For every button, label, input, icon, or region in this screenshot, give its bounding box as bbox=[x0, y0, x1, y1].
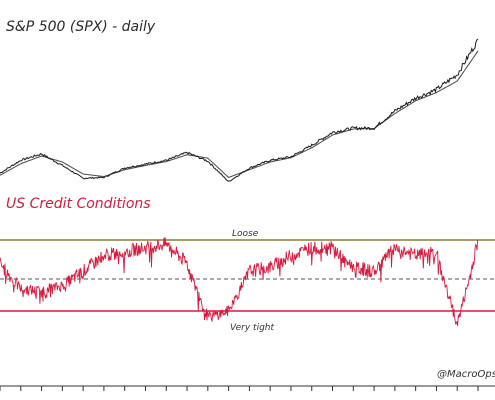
spx-chart bbox=[0, 38, 479, 182]
reference-label-very-tight: Very tight bbox=[230, 323, 275, 333]
spx-chart-title: S&P 500 (SPX) - daily bbox=[6, 19, 156, 35]
x-axis-ticks bbox=[0, 386, 479, 391]
credit-conditions-line bbox=[0, 237, 479, 326]
macroops-watermark: @MacroOps bbox=[437, 369, 495, 380]
credit-chart: Loose Very tight bbox=[0, 229, 495, 333]
reference-label-loose: Loose bbox=[232, 229, 259, 239]
spx-price-line bbox=[0, 38, 479, 182]
credit-chart-title: US Credit Conditions bbox=[6, 196, 151, 212]
spx-moving-average-line bbox=[0, 50, 479, 179]
